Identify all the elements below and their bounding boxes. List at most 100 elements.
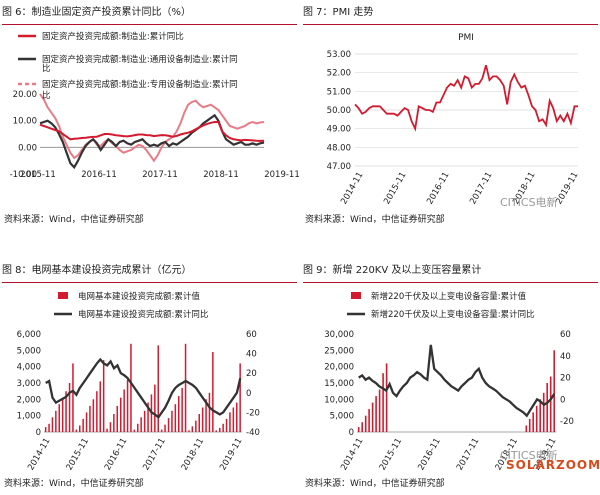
x-tick-label: 2016-11 — [103, 437, 129, 473]
bar — [85, 412, 88, 432]
bar — [171, 410, 173, 432]
x-tick-label: 2016-11 — [416, 437, 442, 473]
bar — [123, 389, 125, 432]
bar — [178, 396, 180, 432]
source-note: 资料来源：Wind，中信证券研究部 — [4, 215, 144, 225]
y-left-tick-label: 15,000 — [324, 379, 354, 389]
bar — [55, 410, 57, 432]
bar — [137, 423, 139, 432]
y-tick-label: 53.00 — [327, 50, 351, 60]
y-tick-label: 10.00 — [13, 117, 37, 127]
source-note: 资料来源：Wind，中信证券研究部 — [305, 479, 445, 489]
chart-title: 图 6：制造业固定资产投资累计同比（%） — [2, 4, 297, 25]
x-tick-label: 2019-11 — [554, 171, 580, 207]
x-tick-label: 2019-11 — [264, 170, 300, 180]
bar — [542, 392, 545, 432]
chart-title: 图 8：电网基本建设投资完成累计（亿元） — [2, 262, 297, 283]
y-right-tick-label: 40 — [560, 352, 571, 362]
y-right-tick-label: 60 — [560, 330, 571, 340]
bar — [160, 429, 163, 432]
y-right-tick-label: 40 — [246, 350, 257, 360]
bar — [109, 422, 112, 432]
y-right-tick-label: 60 — [246, 330, 257, 340]
bar — [215, 430, 217, 432]
chart-title: 图 7：PMI 走势 — [303, 4, 598, 25]
chart-panel-fig7: 图 7：PMI 走势 53.00 52.00 51.00 50.00 49.00 48.0… — [303, 4, 598, 226]
bar — [229, 412, 231, 432]
y-left-tick-label: 0 — [349, 428, 354, 438]
bar — [191, 426, 194, 432]
bar — [546, 383, 548, 432]
bar — [147, 402, 149, 432]
y-right-tick-label: 0 — [246, 389, 251, 399]
bar — [167, 418, 170, 432]
bar — [239, 363, 241, 432]
legend-swatch — [351, 292, 361, 299]
series-line — [354, 64, 578, 132]
bar — [219, 427, 221, 432]
x-tick-label: 2014-11 — [339, 437, 365, 473]
bar — [232, 407, 235, 432]
y-tick-label: 51.00 — [327, 87, 351, 97]
bar — [65, 391, 67, 432]
bar — [58, 404, 60, 432]
chart-title: 图 9：新增 220KV 及以上变压容量累计 — [303, 262, 598, 283]
bar — [174, 404, 177, 432]
bar — [126, 379, 129, 432]
bar — [92, 399, 95, 432]
bar — [375, 396, 377, 432]
series-line — [39, 113, 265, 170]
bar — [532, 412, 534, 432]
x-tick-label: 2017-11 — [141, 437, 167, 473]
bar — [368, 409, 370, 432]
bar — [525, 425, 528, 432]
chart-panel-fig6: 图 6：制造业固定资产投资累计同比（%） 20.00 10.00 0.00 -10.0… — [2, 4, 300, 226]
series-line — [358, 344, 556, 418]
y-right-tick-label: 0 — [560, 395, 565, 405]
legend-label-cont: 比 — [42, 63, 51, 74]
bar — [361, 422, 363, 432]
chart-fig7: 53.00 52.00 51.00 50.00 49.00 48.00 47.00 PMI 20… — [327, 33, 581, 207]
y-tick-label: 52.00 — [327, 69, 351, 79]
y-left-tick-label: 5,000 — [17, 346, 41, 356]
y-right-tick-label: -40 — [246, 428, 260, 438]
bar — [44, 427, 47, 432]
legend-label: 新增220千伏及以上变电设备容量:累计值 — [371, 291, 527, 302]
bar — [89, 405, 91, 432]
bar — [133, 429, 136, 432]
source-note: 资料来源：Wind，中信证券研究部 — [4, 479, 144, 489]
x-tick-label: 2017-11 — [142, 170, 178, 180]
x-tick-label: 2014-11 — [26, 437, 52, 473]
chart-fig9: 30,000 25,000 20,000 15,000 10,000 5,000 0 60 40… — [324, 291, 574, 473]
bar — [371, 402, 374, 432]
y-left-tick-label: 20,000 — [324, 363, 354, 373]
bar — [113, 414, 115, 432]
bar — [195, 420, 197, 432]
x-tick-label: 2015-11 — [382, 171, 408, 207]
bar — [51, 417, 54, 432]
bar — [130, 343, 132, 432]
y-right-tick-label: 20 — [560, 374, 571, 384]
y-right-tick-label: 20 — [246, 369, 257, 379]
y-left-tick-label: 10,000 — [324, 395, 354, 405]
bar — [378, 389, 381, 432]
series-line — [39, 121, 265, 142]
legend-label: 电网基本建设投资完成额:累计同比 — [78, 309, 208, 320]
legend-label-cont: 比 — [42, 90, 51, 101]
y-tick-label: 49.00 — [327, 125, 351, 135]
y-tick-label: 20.00 — [13, 90, 37, 100]
bar — [106, 428, 108, 432]
bar — [140, 417, 142, 432]
bar — [382, 373, 384, 432]
x-tick-label: 2014-11 — [339, 171, 365, 207]
x-tick-label: 2018-11 — [203, 170, 239, 180]
y-left-tick-label: 30,000 — [324, 330, 354, 340]
chart-panel-fig9: 图 9：新增 220KV 及以上变压容量累计 30,000 25,000 20,00… — [303, 262, 598, 492]
legend-label: 固定资产投资完成额:制造业:累计同比 — [42, 31, 184, 42]
x-tick-label: 2015-11 — [65, 437, 91, 473]
y-right-tick-label: -20 — [246, 408, 260, 418]
legend-swatch — [58, 292, 68, 299]
bar — [205, 399, 207, 432]
x-tick-label: 2018-11 — [180, 437, 206, 473]
